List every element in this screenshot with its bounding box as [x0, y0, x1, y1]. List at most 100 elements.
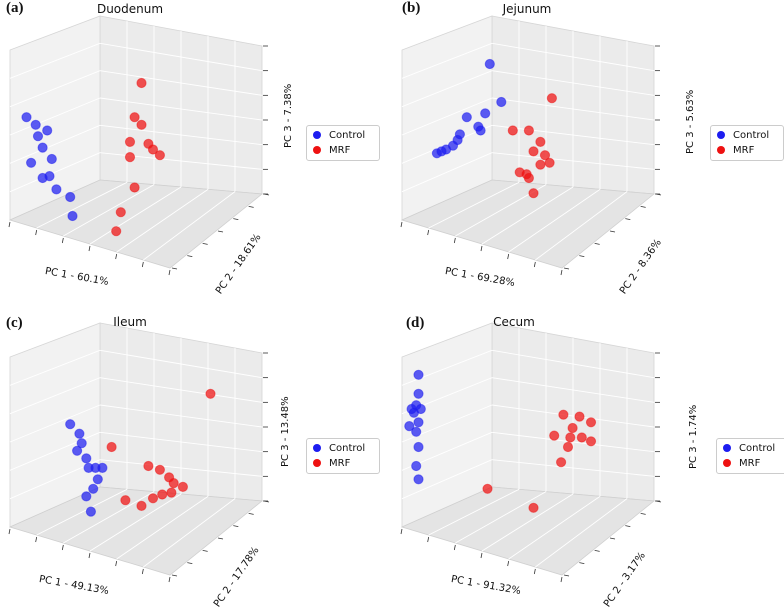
y-tick — [171, 267, 178, 270]
grid-line — [401, 152, 493, 193]
x-tick — [560, 576, 563, 583]
grid-line — [9, 124, 101, 164]
point-mrf — [535, 159, 546, 170]
grid-line — [63, 491, 155, 544]
y-tick — [217, 537, 224, 540]
x-tick — [8, 528, 11, 535]
point-mrf — [136, 500, 147, 511]
grid-line — [89, 186, 182, 245]
point-control — [21, 112, 32, 123]
point-control — [81, 453, 92, 464]
grid-line — [428, 488, 520, 536]
x-tick — [507, 560, 510, 567]
chart-title: Cecum — [493, 315, 535, 329]
point-mrf — [523, 125, 534, 136]
grid-line — [428, 181, 520, 229]
point-mrf — [147, 144, 159, 155]
panel-label: (a) — [6, 0, 24, 16]
grid-line — [116, 495, 209, 560]
series-mrf — [482, 409, 597, 513]
legend: Control MRF — [306, 125, 380, 161]
legend-item-control: Control — [313, 441, 365, 455]
grid-line — [99, 459, 263, 477]
grid-line — [143, 498, 236, 568]
z-axis-label: PC 3 - 1.74% — [688, 404, 699, 469]
scatter3d-cecum — [400, 322, 662, 583]
point-mrf — [528, 146, 539, 157]
x-tick — [480, 245, 483, 252]
point-control — [46, 153, 57, 165]
legend-marker-control — [313, 444, 321, 452]
x-tick — [480, 552, 483, 559]
panel-label: (d) — [406, 315, 425, 331]
point-control — [74, 428, 85, 439]
y-tick — [655, 193, 662, 196]
y-tick — [640, 512, 646, 515]
point-control — [72, 445, 83, 456]
point-control — [461, 112, 472, 123]
legend-label-mrf: MRF — [329, 457, 351, 469]
point-control — [76, 438, 87, 449]
point-control — [413, 388, 424, 399]
chart-title: Duodenum — [96, 2, 164, 16]
y-tick — [187, 255, 193, 258]
scatter3d-jejunum — [400, 15, 662, 276]
ticks — [8, 352, 270, 583]
grid-line — [481, 493, 574, 552]
point-mrf — [482, 483, 493, 494]
point-control — [32, 131, 44, 142]
grid-line — [9, 42, 101, 79]
point-mrf — [120, 495, 131, 506]
grid-line — [535, 191, 628, 261]
grid-line — [36, 181, 128, 229]
series-mrf — [111, 77, 165, 237]
point-control — [37, 142, 48, 153]
point-control — [81, 491, 92, 502]
x-tick — [507, 253, 510, 260]
point-control — [413, 441, 424, 453]
grid-line — [401, 70, 493, 108]
point-control — [480, 108, 491, 119]
y-tick — [263, 500, 270, 503]
x-tick — [141, 568, 144, 575]
grid-line — [455, 491, 547, 544]
point-control — [85, 506, 97, 517]
point-mrf — [565, 432, 576, 443]
point-mrf — [136, 119, 147, 130]
point-mrf — [574, 411, 585, 422]
panel-label: (c) — [6, 315, 23, 331]
series-mrf — [106, 388, 216, 511]
point-control — [404, 421, 415, 432]
y-tick — [263, 193, 270, 196]
x-tick — [88, 245, 91, 252]
y-tick — [579, 255, 585, 258]
series-mrf — [507, 93, 557, 199]
x-tick — [533, 568, 536, 575]
point-control — [51, 184, 62, 195]
scatter3d-duodenum — [8, 15, 270, 276]
x-tick — [400, 528, 403, 535]
legend-item-mrf: MRF — [723, 456, 760, 470]
x-tick — [61, 237, 64, 244]
point-mrf — [129, 112, 140, 123]
point-mrf — [576, 432, 587, 443]
legend-marker-mrf — [313, 459, 321, 467]
point-mrf — [157, 489, 168, 500]
ticks — [8, 45, 270, 276]
point-mrf — [124, 152, 136, 163]
point-mrf — [585, 436, 597, 447]
ticks — [400, 352, 662, 583]
point-mrf — [129, 182, 140, 193]
grid-line — [401, 42, 493, 79]
legend-label-control: Control — [733, 129, 770, 141]
y-tick — [202, 549, 208, 552]
legend-item-control: Control — [717, 128, 769, 142]
chart-title: Jejunum — [502, 2, 552, 16]
point-control — [30, 119, 41, 130]
legend-label-control: Control — [739, 442, 776, 454]
point-control — [413, 474, 424, 485]
point-mrf — [549, 430, 560, 441]
ticks — [400, 45, 662, 276]
legend-label-control: Control — [329, 129, 366, 141]
point-mrf — [147, 493, 159, 504]
